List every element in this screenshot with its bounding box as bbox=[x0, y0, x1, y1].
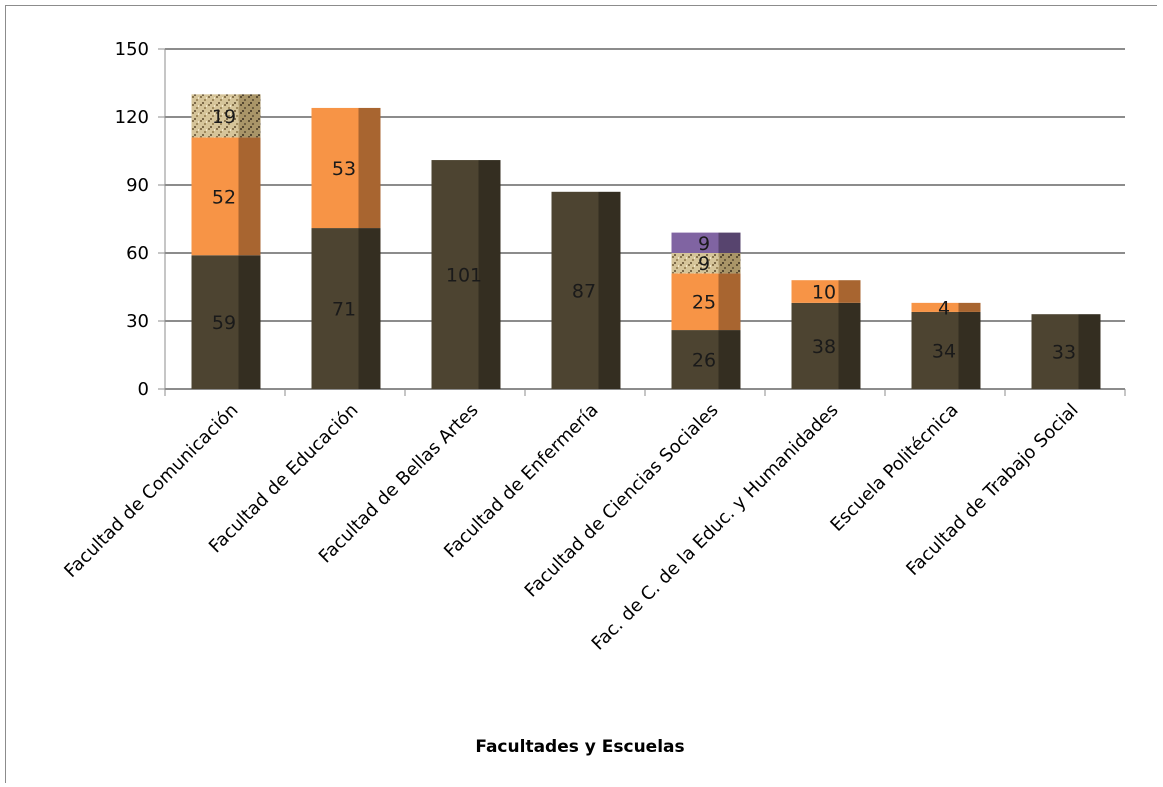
x-axis-title: Facultades y Escuelas bbox=[475, 737, 684, 757]
data-label: 9 bbox=[698, 233, 710, 255]
data-label: 10 bbox=[812, 282, 836, 304]
bar-segment-side bbox=[358, 228, 381, 389]
data-label: 38 bbox=[812, 336, 836, 358]
bar-segment bbox=[791, 302, 839, 389]
bar-segment-side bbox=[238, 137, 261, 256]
data-label: 52 bbox=[212, 186, 236, 208]
data-label: 26 bbox=[692, 350, 716, 372]
bar-segment-side bbox=[1078, 314, 1101, 389]
x-tick-label: Fac. de C. de la Educ. y Humanidades bbox=[588, 400, 843, 655]
y-tick-label: 0 bbox=[138, 379, 149, 400]
bar-segment bbox=[671, 232, 719, 253]
bar-segment bbox=[1031, 314, 1079, 389]
grid-lines bbox=[165, 48, 1125, 390]
bar-segment bbox=[671, 253, 719, 274]
bar-segment-side bbox=[838, 280, 861, 303]
bar-segment-side bbox=[718, 253, 741, 274]
bar-segment bbox=[551, 191, 599, 389]
bar-segment bbox=[911, 311, 959, 389]
data-labels: 59 52 19 71 53 101 87 26 25 99 38 10 34 4 33 bbox=[212, 106, 1076, 372]
bar-segment-side bbox=[598, 191, 621, 389]
bar-segment-side bbox=[478, 160, 501, 389]
y-tick-label: 120 bbox=[115, 107, 149, 128]
bar-segment-side bbox=[238, 255, 261, 389]
bars bbox=[191, 94, 1101, 389]
bar-segment-side bbox=[358, 107, 381, 229]
data-label: 19 bbox=[212, 106, 236, 128]
data-label: 9 bbox=[698, 253, 710, 275]
y-tick-label: 30 bbox=[126, 311, 149, 332]
chart-frame bbox=[5, 5, 1157, 783]
x-tick-label: Facultad de Comunicación bbox=[60, 400, 242, 582]
data-label: 4 bbox=[938, 297, 950, 319]
bar-segment-side bbox=[718, 330, 741, 389]
data-label: 59 bbox=[212, 312, 236, 334]
bar-segment bbox=[671, 330, 719, 389]
bar-segment bbox=[191, 137, 239, 256]
y-tick-label: 90 bbox=[126, 175, 149, 196]
bar-segment-side bbox=[958, 311, 981, 389]
data-label: 71 bbox=[332, 299, 356, 321]
bar-segment-side bbox=[838, 302, 861, 389]
data-label: 87 bbox=[572, 280, 596, 302]
data-label: 53 bbox=[332, 158, 356, 180]
data-label: 101 bbox=[446, 265, 482, 287]
bar-segment bbox=[671, 273, 719, 331]
data-label: 34 bbox=[932, 340, 956, 362]
bar-segment bbox=[791, 280, 839, 303]
bar-segment bbox=[311, 228, 359, 389]
y-tick-label: 60 bbox=[126, 243, 149, 264]
bar-segment bbox=[191, 94, 239, 138]
bar-segment-side bbox=[718, 232, 741, 253]
x-tick-label: Facultad de Ciencias Sociales bbox=[521, 400, 723, 602]
data-label: 33 bbox=[1052, 342, 1076, 364]
bar-segment bbox=[431, 160, 479, 389]
data-label: 25 bbox=[692, 292, 716, 314]
y-tick-label: 150 bbox=[115, 39, 149, 60]
bar-segment bbox=[191, 255, 239, 389]
bar-segment-side bbox=[718, 273, 741, 331]
bar-segment bbox=[311, 107, 359, 229]
bar-segment bbox=[911, 302, 959, 312]
bar-segment-side bbox=[238, 94, 261, 138]
x-tick-label: Escuela Politécnica bbox=[826, 400, 962, 536]
bar-segment-side bbox=[958, 302, 981, 312]
